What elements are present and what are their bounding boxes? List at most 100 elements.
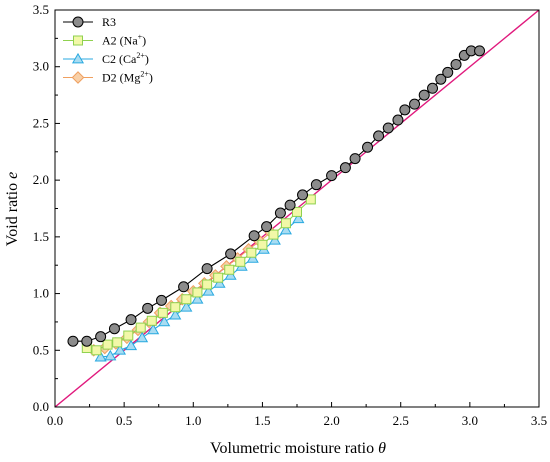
data-point bbox=[224, 264, 235, 275]
data-point bbox=[399, 104, 411, 116]
data-point bbox=[157, 307, 168, 318]
data-point bbox=[409, 98, 421, 110]
x-tick-label: 2.5 bbox=[393, 413, 409, 428]
data-point bbox=[108, 323, 120, 335]
y-axis-title-text: Void ratio bbox=[4, 183, 21, 246]
data-point bbox=[450, 58, 462, 70]
data-point bbox=[435, 73, 447, 85]
data-point bbox=[123, 330, 134, 341]
data-point bbox=[339, 162, 351, 174]
data-point bbox=[310, 179, 322, 191]
legend-marker bbox=[72, 16, 84, 28]
data-point bbox=[213, 272, 224, 283]
data-point bbox=[213, 277, 226, 288]
data-point bbox=[112, 337, 123, 348]
series-line bbox=[72, 50, 480, 342]
data-point bbox=[292, 206, 302, 217]
data-point bbox=[94, 350, 107, 362]
legend-marker bbox=[73, 35, 83, 46]
legend-label: C2 (Ca2+) bbox=[102, 51, 149, 66]
x-tick-label: 0.5 bbox=[116, 413, 132, 428]
data-point bbox=[91, 345, 102, 356]
data-point bbox=[169, 308, 182, 320]
data-point bbox=[135, 322, 146, 333]
data-point bbox=[362, 141, 374, 153]
data-point bbox=[180, 301, 193, 312]
data-point bbox=[292, 212, 305, 224]
y-tick-label: 1.0 bbox=[33, 286, 49, 301]
data-point bbox=[191, 293, 204, 304]
data-point bbox=[246, 247, 257, 258]
data-point bbox=[246, 252, 259, 263]
y-tick-label: 3.0 bbox=[33, 59, 49, 74]
x-axis-title: Volumetric moisture ratio θ bbox=[210, 440, 386, 457]
legend-item: A2 (Na+) bbox=[63, 33, 146, 48]
data-point bbox=[170, 302, 181, 313]
data-point bbox=[104, 349, 117, 361]
data-point bbox=[67, 335, 79, 347]
data-point bbox=[125, 339, 138, 351]
x-tick-label: 1.5 bbox=[254, 413, 270, 428]
legend-marker bbox=[71, 52, 85, 64]
series-layer bbox=[67, 45, 486, 362]
data-point bbox=[136, 331, 149, 343]
legend-marker bbox=[71, 71, 85, 84]
data-point bbox=[95, 331, 107, 343]
data-point bbox=[474, 45, 486, 57]
y-tick-label: 0.5 bbox=[33, 342, 49, 357]
data-point bbox=[181, 294, 192, 305]
data-point bbox=[305, 194, 316, 205]
data-point bbox=[146, 315, 157, 326]
data-point bbox=[158, 315, 171, 327]
data-point bbox=[102, 339, 113, 350]
legend-label: R3 bbox=[102, 15, 116, 29]
data-point bbox=[418, 89, 430, 101]
data-point bbox=[261, 221, 273, 233]
x-tick-label: 0.0 bbox=[47, 413, 63, 428]
data-point bbox=[274, 207, 286, 219]
x-tick-label: 3.5 bbox=[531, 413, 547, 428]
series-2 bbox=[81, 194, 316, 356]
data-point bbox=[155, 294, 167, 306]
data-point bbox=[442, 66, 454, 78]
data-point bbox=[192, 287, 203, 298]
axes-layer: 0.0 0.5 1.0 1.5 2.0 2.5 3.0 3.5 0.0 0.5 1.0 1.5 2.0 2… bbox=[33, 2, 547, 428]
y-axis-title-symbol: e bbox=[4, 172, 21, 179]
series-1 bbox=[67, 45, 486, 347]
data-point bbox=[392, 114, 404, 126]
data-point bbox=[382, 122, 394, 134]
y-tick-label: 3.5 bbox=[33, 2, 49, 17]
data-point bbox=[178, 281, 190, 293]
data-point bbox=[297, 189, 309, 201]
data-point bbox=[284, 199, 296, 211]
legend-item: R3 bbox=[63, 15, 116, 29]
data-point bbox=[279, 223, 292, 235]
data-point bbox=[373, 130, 385, 142]
data-point bbox=[125, 314, 137, 326]
y-tick-label: 2.0 bbox=[33, 172, 49, 187]
legend-item: D2 (Mg2+) bbox=[63, 70, 153, 85]
y-tick-label: 2.5 bbox=[33, 115, 49, 130]
x-axis-title-symbol: θ bbox=[378, 440, 386, 457]
y-tick-label: 1.5 bbox=[33, 229, 49, 244]
data-point bbox=[326, 170, 338, 182]
data-point bbox=[268, 229, 279, 240]
data-point bbox=[257, 239, 268, 250]
legend-label: D2 (Mg2+) bbox=[102, 70, 153, 85]
data-point bbox=[224, 269, 237, 280]
y-axis-title: Void ratio e bbox=[4, 172, 21, 246]
data-point bbox=[427, 82, 439, 94]
legend-item: C2 (Ca2+) bbox=[63, 51, 149, 66]
data-point bbox=[202, 285, 215, 296]
data-point bbox=[248, 230, 260, 242]
data-point bbox=[235, 256, 246, 267]
data-point bbox=[81, 335, 93, 347]
x-tick-label: 2.0 bbox=[323, 413, 339, 428]
data-point bbox=[349, 153, 361, 165]
data-point bbox=[268, 234, 281, 245]
x-tick-label: 3.0 bbox=[462, 413, 478, 428]
legend: R3 A2 (Na+) C2 (Ca2+) D2 (Mg2+) bbox=[63, 15, 153, 85]
x-axis-title-text: Volumetric moisture ratio bbox=[210, 440, 374, 457]
data-point bbox=[113, 344, 127, 355]
